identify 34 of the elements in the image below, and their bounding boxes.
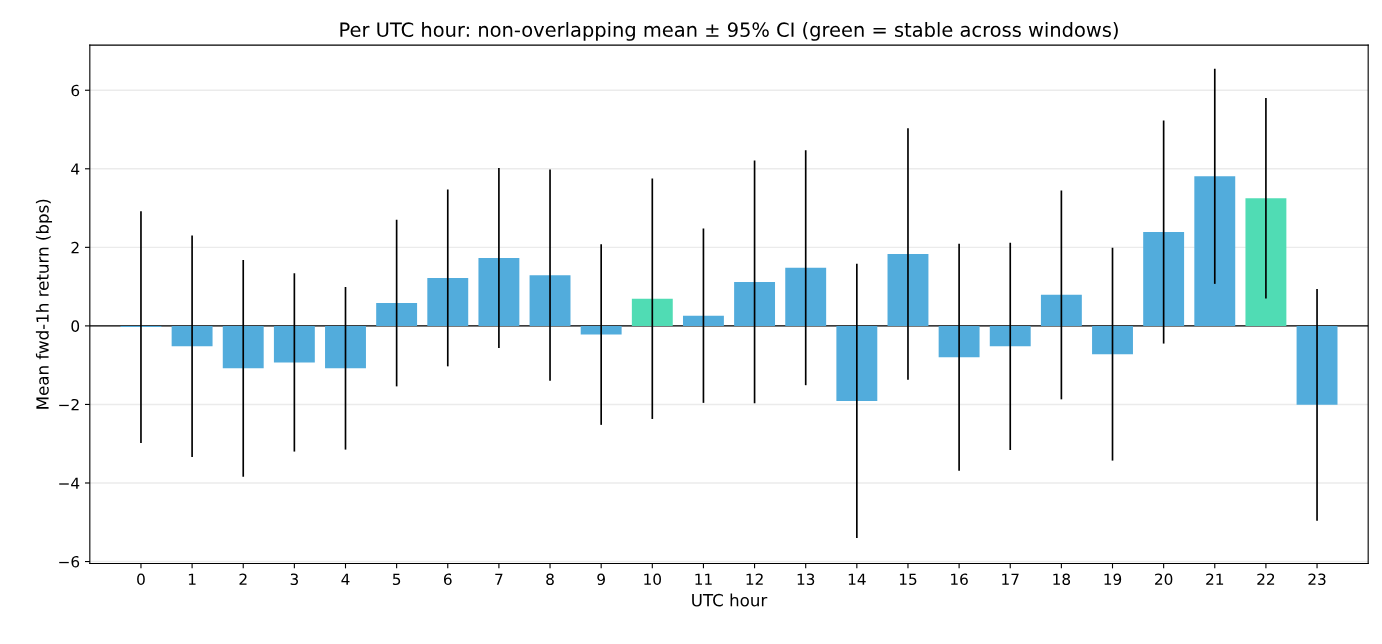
x-tick-label: 11 xyxy=(695,573,712,585)
y-axis-title: Mean fwd-1h return (bps) xyxy=(35,199,53,409)
x-tick-label: 21 xyxy=(1206,573,1224,585)
x-tick-label: 7 xyxy=(495,573,503,585)
x-tick-label: 19 xyxy=(1104,573,1122,586)
x-tick-label: 23 xyxy=(1308,573,1326,586)
x-tick-label: 10 xyxy=(644,573,662,586)
x-tick-label: 22 xyxy=(1257,573,1275,585)
x-tick-label: 18 xyxy=(1053,573,1071,586)
y-tick-label: 6 xyxy=(71,84,80,97)
x-tick-label: 8 xyxy=(546,573,554,586)
x-tick-label: 14 xyxy=(848,573,866,585)
x-tick-label: 15 xyxy=(899,573,917,586)
y-tick-label: −4 xyxy=(59,477,80,489)
x-tick-label: 9 xyxy=(597,573,605,586)
x-tick-label: 1 xyxy=(188,573,196,585)
x-tick-label: 13 xyxy=(797,573,815,586)
x-tick-label: 4 xyxy=(341,573,350,585)
x-tick-label: 12 xyxy=(746,573,763,585)
x-tick-label: 6 xyxy=(443,573,452,586)
x-tick-label: 17 xyxy=(1002,573,1019,585)
y-tick-label: 0 xyxy=(71,320,80,332)
x-tick-label: 16 xyxy=(951,573,968,586)
y-tick-label: −2 xyxy=(59,398,79,411)
y-tick-label: 4 xyxy=(71,163,80,175)
y-tick-label: −6 xyxy=(59,556,80,568)
x-tick-label: 5 xyxy=(392,573,401,586)
chart-title: Per UTC hour: non-overlapping mean ± 95% CI (green = stable across windows) xyxy=(340,21,1118,41)
y-tick-label: 2 xyxy=(71,241,79,254)
x-tick-label: 0 xyxy=(137,573,145,586)
x-tick-label: 3 xyxy=(290,573,298,586)
x-tick-label: 20 xyxy=(1155,573,1173,586)
x-tick-label: 2 xyxy=(239,573,247,585)
x-axis-title: UTC hour xyxy=(692,593,768,607)
